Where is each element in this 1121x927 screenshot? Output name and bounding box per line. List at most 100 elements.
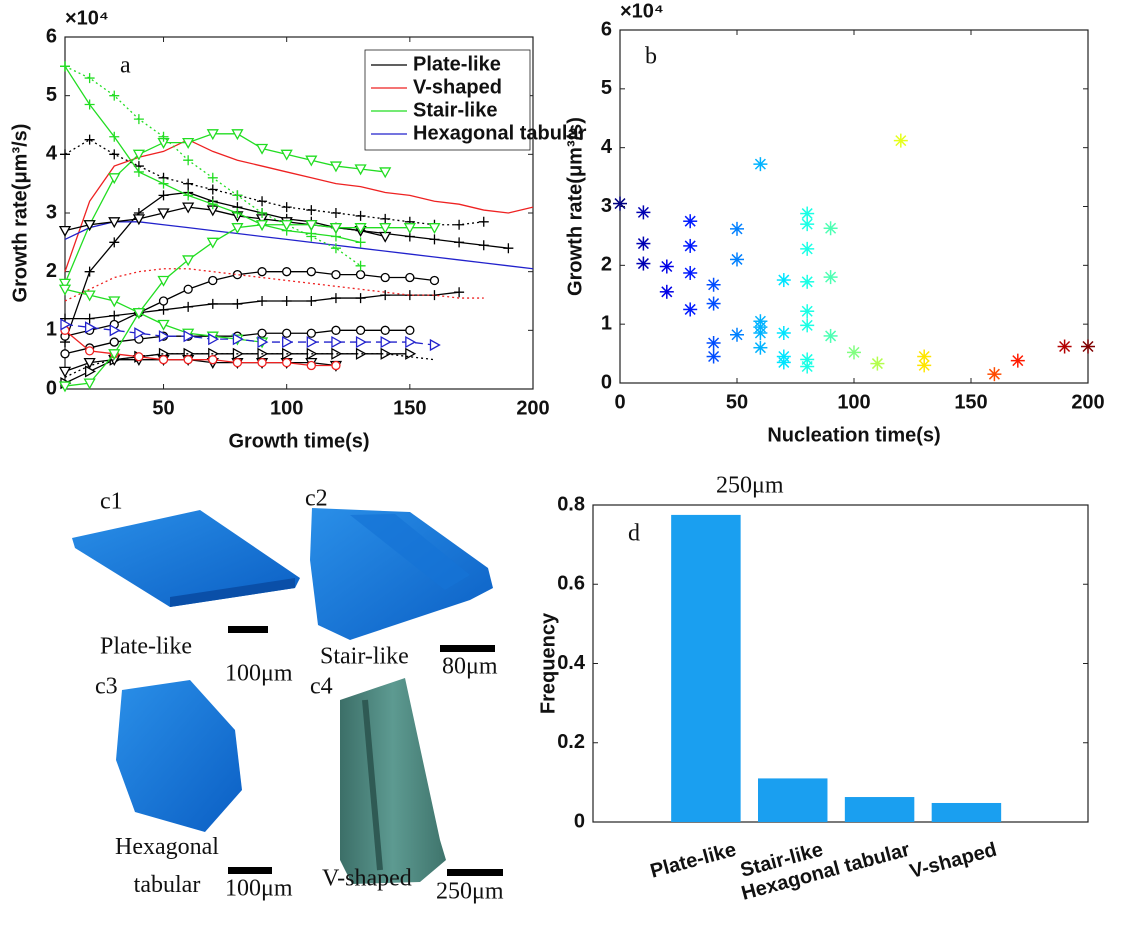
marker (110, 338, 118, 346)
x-tick-label: V-shaped (907, 839, 999, 883)
marker (380, 290, 390, 300)
image-name: Hexagonal tabular (92, 828, 242, 904)
panel-label: c1 (100, 489, 123, 515)
panel-label: c4 (310, 674, 333, 700)
marker (257, 196, 267, 206)
y-multiplier: ×10⁴ (620, 0, 664, 22)
marker (283, 329, 291, 337)
marker (660, 260, 674, 274)
marker (429, 234, 439, 244)
marker (306, 296, 316, 306)
crystal-image (116, 680, 242, 832)
panel-label: c3 (95, 674, 118, 700)
scale-bar (440, 645, 495, 652)
marker (987, 367, 1001, 381)
marker (454, 220, 464, 230)
marker (109, 297, 119, 306)
marker (683, 239, 697, 253)
marker (60, 367, 70, 376)
marker (135, 353, 143, 361)
marker (159, 190, 169, 200)
marker (109, 311, 119, 321)
y-tick-label: 0 (601, 371, 612, 393)
x-tick-label: 150 (954, 391, 987, 413)
plot-frame (593, 505, 1088, 822)
marker (847, 345, 861, 359)
marker (306, 205, 316, 215)
marker (406, 337, 415, 347)
series-line (65, 222, 533, 269)
marker (86, 347, 94, 355)
marker (430, 340, 439, 350)
marker (258, 359, 266, 367)
marker (61, 350, 69, 358)
marker (331, 293, 341, 303)
y-tick-label: 5 (46, 84, 57, 106)
y-tick-label: 0 (46, 377, 57, 399)
marker (683, 266, 697, 280)
marker (257, 296, 267, 306)
marker (800, 275, 814, 289)
marker (283, 359, 291, 367)
marker (232, 224, 242, 233)
marker (208, 185, 218, 195)
legend-label: Stair-like (413, 99, 497, 121)
y-tick-label: 2 (46, 260, 57, 282)
x-tick-label: 200 (516, 397, 549, 419)
marker (917, 358, 931, 372)
marker (209, 276, 217, 284)
marker (109, 149, 119, 159)
marker (357, 271, 365, 279)
marker (430, 276, 438, 284)
marker (707, 350, 721, 364)
marker (307, 268, 315, 276)
marker (800, 360, 814, 374)
marker (777, 355, 791, 369)
marker (707, 336, 721, 350)
marker (109, 91, 119, 101)
marker (381, 274, 389, 282)
bar (845, 797, 914, 822)
marker (258, 329, 266, 337)
marker (307, 329, 315, 337)
marker (1011, 354, 1025, 368)
marker (209, 356, 217, 364)
marker (777, 326, 791, 340)
marker (406, 326, 414, 334)
marker (683, 302, 697, 316)
y-tick-label: 0.4 (557, 652, 586, 674)
y-tick-label: 2 (601, 254, 612, 276)
x-axis-label: Nucleation time(s) (767, 424, 940, 446)
marker (380, 214, 390, 224)
panel-label: c2 (305, 486, 328, 512)
marker (800, 242, 814, 256)
marker (380, 168, 390, 177)
marker (636, 205, 650, 219)
marker (870, 357, 884, 371)
figure-svg: c1 Plate-like 100μm c2 Stair-like 80μm c… (0, 0, 1121, 927)
x-tick-label: 100 (837, 391, 870, 413)
scale-bar (447, 869, 503, 876)
marker (1058, 340, 1072, 354)
marker (159, 179, 169, 189)
x-tick-label: 100 (270, 397, 303, 419)
x-tick-label: 50 (152, 397, 174, 419)
series-line (65, 354, 434, 377)
y-multiplier: ×10⁴ (65, 7, 109, 29)
y-tick-label: 4 (46, 143, 58, 165)
marker (332, 326, 340, 334)
x-tick-label: 50 (726, 391, 748, 413)
series-line (65, 140, 533, 272)
marker (894, 134, 908, 148)
x-axis-label: Growth time(s) (228, 430, 369, 452)
marker (753, 326, 767, 340)
marker (208, 299, 218, 309)
x-tick-label: Plate-like (648, 839, 739, 883)
marker (109, 132, 119, 142)
y-tick-label: 6 (46, 25, 57, 47)
marker (824, 270, 838, 284)
marker (184, 356, 192, 364)
bar (671, 515, 740, 822)
scale-label: 80μm (442, 654, 498, 680)
marker (636, 257, 650, 271)
